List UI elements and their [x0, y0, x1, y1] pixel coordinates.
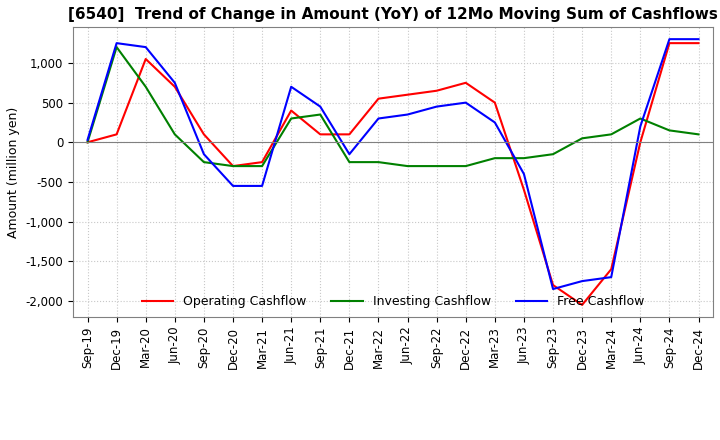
Operating Cashflow — [345, 132, 354, 137]
Investing Cashflow — [258, 163, 266, 169]
Operating Cashflow — [636, 139, 644, 145]
Free Cashflow — [403, 112, 412, 117]
Operating Cashflow — [462, 80, 470, 85]
Investing Cashflow — [432, 163, 441, 169]
Investing Cashflow — [229, 163, 238, 169]
Operating Cashflow — [258, 159, 266, 165]
Operating Cashflow — [549, 282, 557, 288]
Investing Cashflow — [694, 132, 703, 137]
Operating Cashflow — [520, 187, 528, 193]
Legend: Operating Cashflow, Investing Cashflow, Free Cashflow: Operating Cashflow, Investing Cashflow, … — [137, 290, 649, 313]
Operating Cashflow — [374, 96, 383, 101]
Free Cashflow — [199, 151, 208, 157]
Free Cashflow — [549, 286, 557, 292]
Free Cashflow — [345, 151, 354, 157]
Free Cashflow — [462, 100, 470, 105]
Investing Cashflow — [665, 128, 674, 133]
Line: Free Cashflow: Free Cashflow — [88, 39, 698, 289]
Free Cashflow — [112, 40, 121, 46]
Operating Cashflow — [694, 40, 703, 46]
Operating Cashflow — [403, 92, 412, 97]
Operating Cashflow — [316, 132, 325, 137]
Free Cashflow — [316, 104, 325, 109]
Y-axis label: Amount (million yen): Amount (million yen) — [7, 106, 20, 238]
Investing Cashflow — [520, 155, 528, 161]
Investing Cashflow — [84, 139, 92, 145]
Investing Cashflow — [141, 84, 150, 89]
Free Cashflow — [141, 44, 150, 50]
Operating Cashflow — [607, 267, 616, 272]
Investing Cashflow — [403, 163, 412, 169]
Investing Cashflow — [636, 116, 644, 121]
Investing Cashflow — [199, 159, 208, 165]
Operating Cashflow — [112, 132, 121, 137]
Free Cashflow — [287, 84, 295, 89]
Free Cashflow — [694, 37, 703, 42]
Investing Cashflow — [316, 112, 325, 117]
Free Cashflow — [258, 183, 266, 189]
Free Cashflow — [374, 116, 383, 121]
Investing Cashflow — [549, 151, 557, 157]
Investing Cashflow — [490, 155, 499, 161]
Free Cashflow — [490, 120, 499, 125]
Operating Cashflow — [141, 56, 150, 62]
Operating Cashflow — [432, 88, 441, 93]
Free Cashflow — [520, 172, 528, 177]
Free Cashflow — [578, 279, 587, 284]
Investing Cashflow — [607, 132, 616, 137]
Free Cashflow — [607, 275, 616, 280]
Operating Cashflow — [490, 100, 499, 105]
Operating Cashflow — [84, 139, 92, 145]
Free Cashflow — [665, 37, 674, 42]
Line: Investing Cashflow: Investing Cashflow — [88, 47, 698, 166]
Operating Cashflow — [171, 84, 179, 89]
Operating Cashflow — [287, 108, 295, 113]
Line: Operating Cashflow: Operating Cashflow — [88, 43, 698, 305]
Investing Cashflow — [462, 163, 470, 169]
Investing Cashflow — [112, 44, 121, 50]
Free Cashflow — [84, 137, 92, 143]
Free Cashflow — [432, 104, 441, 109]
Operating Cashflow — [578, 302, 587, 308]
Investing Cashflow — [578, 136, 587, 141]
Investing Cashflow — [374, 159, 383, 165]
Free Cashflow — [171, 80, 179, 85]
Operating Cashflow — [665, 40, 674, 46]
Investing Cashflow — [345, 159, 354, 165]
Investing Cashflow — [287, 116, 295, 121]
Investing Cashflow — [171, 132, 179, 137]
Operating Cashflow — [199, 132, 208, 137]
Free Cashflow — [229, 183, 238, 189]
Free Cashflow — [636, 124, 644, 129]
Title: [6540]  Trend of Change in Amount (YoY) of 12Mo Moving Sum of Cashflows: [6540] Trend of Change in Amount (YoY) o… — [68, 7, 718, 22]
Operating Cashflow — [229, 163, 238, 169]
